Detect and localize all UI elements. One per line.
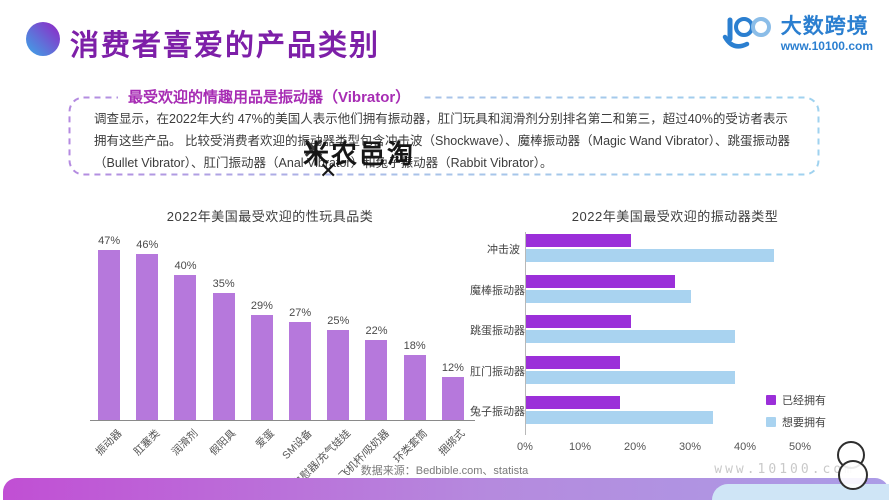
summary-line-1: 调查显示，在2022年大约 47%的美国人表示他们拥有振动器，肛门玩具和润滑剂分… bbox=[94, 112, 788, 148]
summary-line-2: 比较受消费者欢迎的振动器类型包含冲击波（Shockwave）、魔棒振动器（Mag… bbox=[94, 133, 790, 170]
left-chart-plot-area: 47% 振动器 46% 肛塞类 40% 润滑剂 35% 假阳具 29% 爱蛋 27% SM设备 25% 自… bbox=[90, 235, 475, 490]
x-axis-tick-label: 40% bbox=[733, 441, 757, 453]
owned-bar bbox=[526, 315, 631, 329]
want-bar bbox=[526, 249, 774, 262]
x-axis-category-label: 环类套筒 bbox=[391, 427, 430, 466]
bar-column: 27% bbox=[281, 240, 319, 420]
bar-column: 12% bbox=[434, 240, 472, 420]
bar-value-label: 40% bbox=[174, 260, 197, 273]
legend-label: 已经拥有 bbox=[782, 395, 826, 407]
bar bbox=[136, 253, 159, 420]
bar-value-label: 12% bbox=[441, 361, 464, 374]
brand-url: www.10100.com bbox=[780, 38, 873, 53]
category-label: 冲击波 bbox=[487, 244, 520, 256]
bar bbox=[212, 293, 235, 420]
bar-column: 46% bbox=[128, 238, 166, 420]
x-axis-category-label: 振动器 bbox=[93, 427, 125, 459]
right-chart-plot-area bbox=[525, 232, 804, 435]
bar bbox=[365, 340, 388, 420]
bar-column: 35% bbox=[205, 240, 243, 420]
legend-item: 想要拥有 bbox=[766, 414, 826, 430]
x-axis-tick-label: 20% bbox=[623, 441, 647, 453]
owned-bar bbox=[526, 234, 631, 247]
bar-value-label: 27% bbox=[289, 307, 312, 320]
x-axis-tick-label: 30% bbox=[678, 441, 702, 453]
double-circle-icon bbox=[837, 441, 868, 490]
summary-body: 调查显示，在2022年大约 47%的美国人表示他们拥有振动器，肛门玩具和润滑剂分… bbox=[94, 109, 800, 175]
title-bullet-dot bbox=[26, 22, 60, 56]
x-axis-tick-label: 10% bbox=[568, 441, 592, 453]
bar-column: 29% bbox=[243, 240, 281, 420]
x-axis-category-label: 爱蛋 bbox=[253, 427, 277, 451]
bar bbox=[441, 376, 464, 420]
category-label: 跳蛋振动器 bbox=[470, 325, 525, 338]
want-bar bbox=[526, 370, 735, 384]
bar bbox=[98, 250, 120, 420]
bar-column: 18% bbox=[396, 240, 434, 420]
owned-bar bbox=[526, 396, 620, 410]
summary-box: 最受欢迎的情趣用品是振动器（Vibrator） 调查显示，在2022年大约 47… bbox=[68, 86, 820, 176]
watermark-text: 米农邑淘 bbox=[303, 139, 416, 169]
legend-label: 想要拥有 bbox=[782, 417, 826, 429]
brand-name: 大数跨境 bbox=[780, 14, 869, 38]
category-label: 兔子振动器 bbox=[470, 406, 525, 419]
legend-swatch bbox=[766, 395, 776, 405]
data-source: 数据来源：Bedbible.com、statista bbox=[360, 465, 529, 477]
chart-sex-toy-categories: 2022年美国最受欢迎的性玩具品类 47% 振动器 46% 肛塞类 40% 润滑剂 35% 假… bbox=[60, 200, 480, 490]
category-label: 肛门振动器 bbox=[470, 365, 525, 378]
want-bar bbox=[526, 289, 691, 303]
x-axis-tick-label: 50% bbox=[788, 441, 812, 453]
brand-logo-icon bbox=[722, 17, 771, 49]
bar bbox=[250, 315, 273, 420]
bar-value-label: 29% bbox=[250, 300, 273, 313]
watermark-x-icon: ✕ bbox=[301, 133, 327, 166]
bar-value-label: 25% bbox=[327, 314, 350, 327]
x-axis-category-label: 润滑剂 bbox=[169, 427, 201, 459]
page-title: 消费者喜爱的产品类别 bbox=[70, 30, 381, 62]
overlay-watermark: ✕ 米农邑淘 ✕ bbox=[301, 133, 416, 183]
bar-value-label: 46% bbox=[136, 238, 159, 251]
watermark-x2-icon: ✕ bbox=[319, 158, 338, 183]
x-axis-category-label: 肛塞类 bbox=[131, 427, 163, 459]
chart-vibrator-types: 2022年美国最受欢迎的振动器类型 冲击波魔棒振动器跳蛋振动器肛门振动器兔子振动… bbox=[470, 200, 880, 462]
x-axis-category-label: 捆绑式 bbox=[437, 427, 468, 459]
want-bar bbox=[526, 330, 735, 344]
bar bbox=[174, 275, 197, 420]
left-chart-title: 2022年美国最受欢迎的性玩具品类 bbox=[166, 209, 374, 224]
bar bbox=[327, 329, 350, 420]
bar-value-label: 22% bbox=[365, 325, 388, 338]
owned-bar bbox=[526, 355, 620, 369]
bar-column: 40% bbox=[166, 240, 204, 420]
footer-watermark: www.10100.com bbox=[714, 462, 855, 477]
bottom-right-blue-corner bbox=[712, 484, 889, 500]
bar-value-label: 35% bbox=[212, 278, 235, 291]
brand-logo: 大数跨境 www.10100.com bbox=[721, 13, 873, 55]
bar bbox=[289, 322, 311, 420]
x-axis-tick-label: 0% bbox=[517, 441, 533, 453]
legend-item: 已经拥有 bbox=[766, 392, 826, 408]
legend-swatch bbox=[766, 417, 776, 427]
x-axis-category-label: 假阳具 bbox=[207, 427, 239, 459]
right-chart-legend: 已经拥有 想要拥有 bbox=[766, 392, 826, 430]
bar-column: 47% bbox=[90, 235, 128, 420]
x-axis-category-label: SM设备 bbox=[280, 427, 316, 462]
right-chart-title: 2022年美国最受欢迎的振动器类型 bbox=[571, 209, 779, 224]
owned-bar bbox=[526, 274, 675, 288]
category-label: 魔棒振动器 bbox=[470, 284, 525, 297]
want-bar bbox=[526, 411, 713, 425]
bar-value-label: 18% bbox=[403, 339, 426, 352]
summary-title: 最受欢迎的情趣用品是振动器（Vibrator） bbox=[118, 86, 421, 107]
bar bbox=[403, 354, 426, 420]
bottom-gradient-bar bbox=[3, 478, 889, 500]
bar-column: 22% bbox=[357, 240, 395, 420]
bar-column: 25% bbox=[319, 240, 357, 420]
bar-value-label: 47% bbox=[98, 235, 121, 247]
